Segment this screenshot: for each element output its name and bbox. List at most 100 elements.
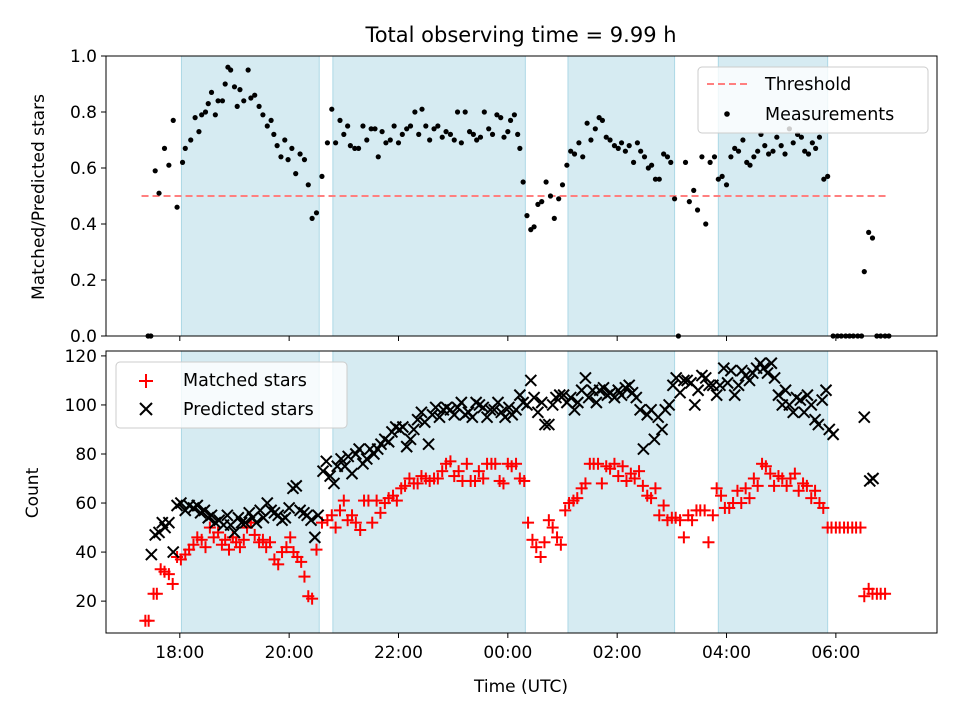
predicted-stars-point [426, 408, 439, 421]
measurement-point [341, 131, 347, 137]
predicted-x-b [662, 398, 676, 412]
measurement-point [641, 154, 648, 160]
predicted-stars-point [691, 384, 705, 397]
predicted-stars-point [713, 379, 727, 392]
bottom-axes-frame [105, 350, 938, 634]
measurement-point [825, 173, 831, 179]
measurement-point [285, 157, 291, 163]
matched-stars-point [579, 477, 592, 490]
predicted-x-b [407, 423, 421, 436]
measurement-point [501, 134, 507, 140]
bottom-legend-box [115, 361, 348, 429]
measurement-point [603, 134, 609, 140]
predicted-stars-point [622, 379, 636, 392]
predicted-stars-point [637, 442, 650, 456]
predicted-stars-point [433, 411, 446, 424]
measurement-point [248, 95, 254, 101]
predicted-stars-point [648, 433, 661, 446]
predicted-stars-point [341, 450, 355, 463]
measurement-point [431, 126, 437, 132]
top-axes-frame [105, 55, 938, 337]
matched-stars-point [390, 494, 403, 507]
predicted-x-b [404, 433, 417, 446]
predicted-stars-point [662, 398, 676, 412]
predicted-stars-point [728, 388, 741, 402]
predicted-x-b [334, 452, 348, 466]
predicted-stars-point [564, 391, 577, 404]
predicted-x-b [174, 496, 188, 510]
measurement-point [668, 159, 674, 165]
measurements-legend-label: Measurements [765, 105, 894, 125]
measurement-point [305, 182, 311, 188]
predicted-x-b [808, 413, 822, 426]
matched-stars-point [858, 590, 871, 603]
predicted-stars-point [805, 398, 818, 412]
measurement-point [751, 154, 757, 160]
predicted-stars-point [221, 509, 234, 522]
predicted-x-b [571, 396, 585, 409]
matched-stars-point [354, 524, 367, 537]
matched-stars-point [595, 477, 608, 490]
predicted-x-b [338, 460, 352, 473]
measurement-point [241, 98, 247, 104]
matched-stars-point [677, 531, 690, 544]
predicted-legend-label: Predicted stars [183, 400, 314, 420]
predicted-stars-point [290, 479, 303, 493]
measurement-point [694, 207, 701, 213]
measurement-point [821, 176, 827, 182]
matched-stars-point [431, 472, 444, 485]
predicted-stars-point [815, 393, 829, 407]
bottom-x-tick-label: 06:00 [811, 643, 860, 663]
bottom-x-tick-label: 20:00 [265, 643, 314, 663]
predicted-x-b [261, 496, 274, 510]
count-panel: 20 40 60 80 100 120 18:00 20:00 22:00 00:00 02:00 0… [65, 347, 938, 663]
predicted-x-b [162, 516, 176, 529]
predicted-stars-point [491, 396, 505, 409]
matched-stars-point [346, 509, 359, 522]
predicted-x-b [699, 371, 712, 385]
predicted-stars-point [279, 511, 292, 524]
measurement-point [245, 67, 251, 73]
measurement-point [319, 173, 325, 179]
bottom-y-tick-label: 20 [75, 592, 97, 612]
measurement-point [474, 137, 480, 143]
measurement-point [866, 229, 872, 235]
predicted-stars-point [527, 391, 541, 404]
predicted-stars-point [571, 396, 585, 409]
predicted-x-b [579, 371, 592, 385]
measurement-point [531, 224, 537, 230]
matched-stars-point [546, 521, 559, 534]
measurement-point [375, 154, 381, 160]
bottom-x-tick-label: 22:00 [374, 643, 423, 663]
predicted-stars-point [239, 516, 252, 529]
predicted-x-b [205, 509, 218, 522]
threshold-legend-label: Threshold [764, 75, 851, 95]
predicted-x-b [422, 437, 435, 451]
predicted-x-b [513, 388, 527, 402]
measurement-point [192, 115, 198, 121]
predicted-x-b [396, 420, 410, 434]
measurement-point [481, 109, 487, 115]
measurement-point [333, 140, 339, 146]
matched-stars-point [645, 492, 658, 505]
matched-stars-point [559, 504, 572, 517]
predicted-x-b [327, 477, 341, 490]
predicted-x-b [538, 418, 552, 431]
measurement-point [778, 143, 784, 149]
matched-stars-point [636, 479, 649, 492]
measurement-point [156, 190, 162, 196]
predicted-stars-point [407, 423, 421, 436]
matched-stars-point [620, 474, 633, 487]
matched-stars-point [162, 568, 175, 581]
measurement-point [407, 123, 414, 129]
measurement-point [515, 131, 521, 137]
measurement-point [345, 123, 351, 129]
measurement-point [539, 199, 545, 205]
matched-stars-point [551, 531, 564, 544]
measurement-point [715, 176, 721, 182]
measurement-point [747, 162, 753, 168]
measurement-point [188, 137, 194, 143]
predicted-stars-point [334, 452, 348, 466]
predicted-x-b [724, 364, 738, 377]
matched-stars-point [310, 543, 323, 556]
